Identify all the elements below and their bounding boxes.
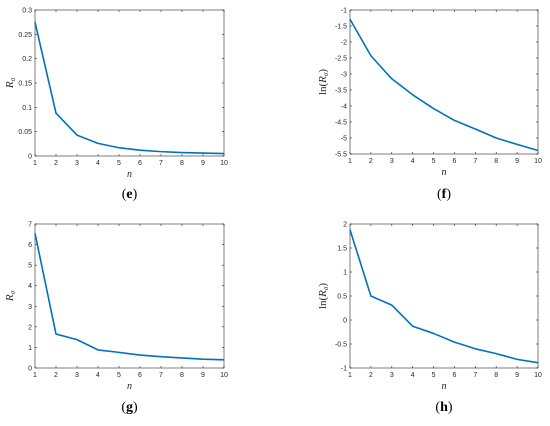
panel-caption: (f)	[437, 187, 451, 202]
axes-box	[349, 223, 539, 369]
y-tick-label: 0	[28, 366, 32, 373]
y-tick-label: -4.5	[335, 120, 347, 127]
x-tick-label: 6	[452, 158, 456, 165]
series-line	[34, 233, 225, 361]
y-tick-label: 2	[343, 222, 347, 229]
y-tick-label: -3.5	[335, 88, 347, 95]
y-tick-label: -2.5	[335, 56, 347, 63]
x-tick-label: 1	[348, 158, 352, 165]
x-tick-label: 5	[432, 158, 436, 165]
x-tick-label: 3	[75, 372, 79, 379]
y-tick-label: -5	[341, 136, 347, 143]
y-tick-label: 0.3	[22, 8, 32, 15]
x-tick-label: 1	[33, 160, 37, 167]
x-tick-label: 4	[411, 372, 415, 379]
y-tick-label: 0.2	[22, 56, 32, 63]
panel-caption: (h)	[435, 400, 452, 415]
x-tick-label: 1	[33, 372, 37, 379]
y-tick-label: -0.5	[335, 342, 347, 349]
series-line	[349, 229, 539, 364]
y-tick-label: 0.05	[18, 129, 32, 136]
panel-caption: (e)	[122, 187, 138, 202]
y-axis-label: ln(Rσ)	[317, 69, 330, 95]
y-tick-label: 6	[28, 242, 32, 249]
x-tick-label: 7	[159, 372, 163, 379]
y-tick-label: -5.5	[335, 152, 347, 159]
panel-e: 1 2 3 4 5 6 7 8 9 10 0 0.05 0.1 0.15 0.2 0.25 0.3 n Rσ (e)	[4, 8, 228, 203]
y-tick-label: 0.5	[337, 294, 347, 301]
y-tick-label: 0	[343, 318, 347, 325]
y-axis-label: Rσ	[4, 290, 17, 302]
panel-h: 1 2 3 4 5 6 7 8 9 10 -1 -0.5 0 0.5 1 1.5 2 n ln(Rσ) (h)	[317, 222, 542, 416]
y-axis-label: ln(Rσ)	[317, 283, 330, 309]
axes-box	[349, 9, 539, 155]
x-tick-label: 5	[117, 160, 121, 167]
x-tick-label: 9	[201, 160, 205, 167]
x-tick-label: 8	[494, 372, 498, 379]
x-tick-label: 6	[138, 160, 142, 167]
y-tick-label: 2	[28, 324, 32, 331]
x-tick-label: 7	[473, 158, 477, 165]
y-tick-label: 0.25	[18, 32, 32, 39]
y-tick-label: -1	[341, 366, 347, 373]
y-tick-label: 1	[343, 270, 347, 277]
x-tick-label: 5	[117, 372, 121, 379]
y-tick-label: 5	[28, 263, 32, 270]
x-tick-label: 9	[201, 372, 205, 379]
x-tick-label: 3	[390, 158, 394, 165]
x-tick-label: 9	[515, 158, 519, 165]
y-tick-label: 0.15	[18, 81, 32, 88]
x-tick-label: 6	[452, 372, 456, 379]
x-tick-label: 10	[534, 372, 542, 379]
y-tick-label: 4	[28, 283, 32, 290]
x-tick-label: 7	[473, 372, 477, 379]
x-axis-label: n	[442, 381, 447, 392]
x-tick-label: 8	[180, 372, 184, 379]
panel-f: 1 2 3 4 5 6 7 8 9 10 -5.5 -5 -4.5 -4 -3.5 -3 -2.5 -2 -1.5 -…	[317, 8, 542, 203]
x-axis-label: n	[127, 381, 132, 392]
x-tick-label: 7	[159, 160, 163, 167]
y-tick-label: -1	[341, 8, 347, 15]
x-tick-label: 4	[96, 160, 100, 167]
x-tick-label: 8	[494, 158, 498, 165]
x-tick-label: 5	[432, 372, 436, 379]
x-tick-label: 2	[369, 158, 373, 165]
y-tick-label: -1.5	[335, 24, 347, 31]
y-tick-label: -3	[341, 72, 347, 79]
y-tick-label: -2	[341, 40, 347, 47]
x-tick-label: 3	[390, 372, 394, 379]
axes-box	[34, 223, 225, 369]
y-tick-label: -4	[341, 104, 347, 111]
y-axis-label: Rσ	[4, 77, 17, 89]
panel-caption: (g)	[121, 400, 138, 415]
x-tick-label: 1	[348, 372, 352, 379]
x-tick-label: 4	[96, 372, 100, 379]
series-line	[349, 18, 539, 152]
x-tick-label: 10	[534, 158, 542, 165]
x-tick-label: 6	[138, 372, 142, 379]
y-tick-label: 7	[28, 222, 32, 229]
x-tick-label: 10	[220, 372, 228, 379]
x-tick-label: 4	[411, 158, 415, 165]
y-tick-label: 0	[28, 154, 32, 161]
x-tick-label: 3	[75, 160, 79, 167]
x-tick-label: 2	[54, 160, 58, 167]
y-tick-label: 3	[28, 304, 32, 311]
y-tick-label: 1	[28, 345, 32, 352]
x-tick-label: 2	[369, 372, 373, 379]
x-tick-label: 10	[220, 160, 228, 167]
x-tick-label: 2	[54, 372, 58, 379]
x-axis-label: n	[127, 169, 132, 180]
axes-box	[34, 9, 225, 157]
x-tick-label: 9	[515, 372, 519, 379]
y-tick-label: 0.1	[22, 105, 32, 112]
x-axis-label: n	[442, 167, 447, 178]
series-line	[34, 21, 225, 155]
x-tick-label: 8	[180, 160, 184, 167]
y-tick-label: 1.5	[337, 246, 347, 253]
